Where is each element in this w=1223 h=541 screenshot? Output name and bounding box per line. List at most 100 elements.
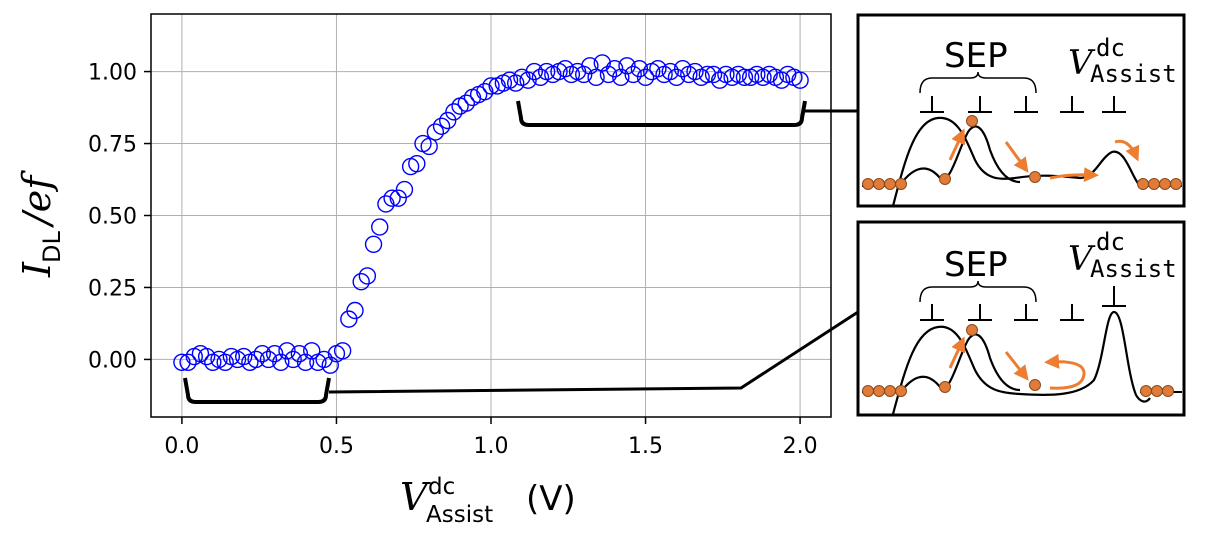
data-point [389, 189, 407, 207]
data-point [531, 68, 550, 87]
data-point [519, 71, 537, 89]
y-tick-label: 0.00 [88, 348, 137, 373]
y-tick-label: 1.00 [88, 61, 137, 86]
data-point [791, 71, 809, 89]
data-point [364, 235, 383, 253]
data-point [439, 111, 457, 130]
inset-top-v-superscript: dc [1096, 34, 1125, 62]
data-point [358, 267, 377, 285]
potential-profile-inner [897, 333, 1021, 397]
data-point [581, 57, 599, 75]
data-point [371, 218, 389, 236]
x-tick-label: 1.5 [628, 434, 663, 459]
data-points [173, 54, 809, 374]
arrow-icon [1004, 141, 1029, 173]
y-tick-label: 0.50 [88, 205, 137, 230]
data-point [612, 68, 630, 87]
x-label-unit: (V) [526, 479, 576, 519]
data-point [711, 71, 729, 89]
gate-icon [968, 96, 992, 113]
data-point [556, 59, 574, 78]
data-point [445, 103, 463, 121]
data-point [735, 68, 754, 87]
electron-reservoir-right [1140, 385, 1174, 397]
inset-bottom-v-subscript: Assist [1090, 255, 1177, 283]
electron-reservoir-left [862, 385, 907, 397]
inset-blocked: SEP V dc Assist [856, 220, 1186, 417]
data-point [333, 342, 352, 360]
x-tick-label: 1.0 [474, 434, 509, 459]
sep-brace-icon [919, 280, 1037, 303]
electron-reservoir-right [1137, 178, 1182, 190]
data-point [265, 344, 284, 363]
data-point [593, 54, 611, 72]
data-point [278, 342, 296, 360]
electron-icon [939, 324, 1041, 393]
data-point [698, 65, 717, 84]
gate-icon [1102, 96, 1126, 113]
x-axis-ticks: 0.0 0.5 1.0 1.5 2.0 [164, 417, 818, 459]
data-point [346, 301, 364, 320]
data-point [704, 65, 723, 84]
electron-reservoir-left [862, 178, 907, 190]
low-plateau-bracket [183, 377, 331, 404]
data-point [377, 195, 395, 213]
gate-icon [1060, 304, 1084, 321]
y-tick-label: 0.25 [88, 276, 137, 301]
data-point [630, 59, 649, 78]
arrow-icon [948, 336, 966, 369]
data-point [673, 59, 692, 78]
data-point [352, 273, 370, 291]
y-label-rest: /ef [15, 170, 59, 229]
x-tick-label: 2.0 [783, 434, 818, 459]
data-point [686, 62, 704, 81]
y-axis-label: I DL /ef [15, 170, 66, 278]
data-point [587, 68, 605, 87]
data-point [507, 74, 525, 92]
data-point [259, 350, 278, 369]
inset-bottom-v-symbol: V [1068, 239, 1096, 279]
data-point [624, 65, 642, 84]
x-tick-label: 0.5 [319, 434, 354, 459]
data-point [618, 57, 636, 75]
arrow-icon [1004, 351, 1029, 381]
x-label-symbol: V [400, 475, 431, 519]
gate-icon [1060, 96, 1084, 113]
data-point [649, 59, 667, 78]
gate-icon [1014, 304, 1038, 321]
gate-icon [1014, 96, 1038, 113]
data-point [575, 65, 593, 84]
data-point [197, 347, 216, 366]
arrow-icon [948, 128, 966, 161]
inset-top-sep-label: SEP [944, 36, 1008, 76]
data-point [340, 310, 358, 328]
gate-icon [1102, 286, 1126, 307]
data-point [432, 117, 451, 135]
data-point [315, 350, 333, 369]
sep-brace-icon [919, 71, 1037, 94]
data-point [772, 71, 791, 89]
arrow-icon [1114, 139, 1140, 162]
data-point [284, 350, 302, 369]
connector-bottom [328, 310, 859, 394]
data-point [420, 137, 438, 156]
data-point [216, 353, 234, 372]
electron-icon [939, 115, 1041, 185]
inset-bottom-sep-label: SEP [944, 245, 1008, 285]
data-point [179, 353, 197, 372]
grid-lines [151, 14, 831, 417]
inset-top-v-subscript: Assist [1090, 60, 1177, 88]
data-point [426, 123, 445, 141]
scatter-plot: 0.0 0.5 1.0 1.5 2.0 0.00 0.25 0.50 0.75 1.00 [88, 13, 859, 459]
gate-electrodes [920, 286, 1126, 321]
data-point [636, 68, 655, 87]
blocked-arrows [948, 336, 1086, 390]
potential-profile-inner [897, 125, 1021, 189]
data-point [482, 77, 500, 95]
data-point [303, 342, 321, 360]
data-point [272, 353, 290, 372]
gate-icon [920, 96, 944, 113]
gate-icon [920, 304, 944, 321]
inset-top-v-symbol: V [1068, 43, 1096, 83]
